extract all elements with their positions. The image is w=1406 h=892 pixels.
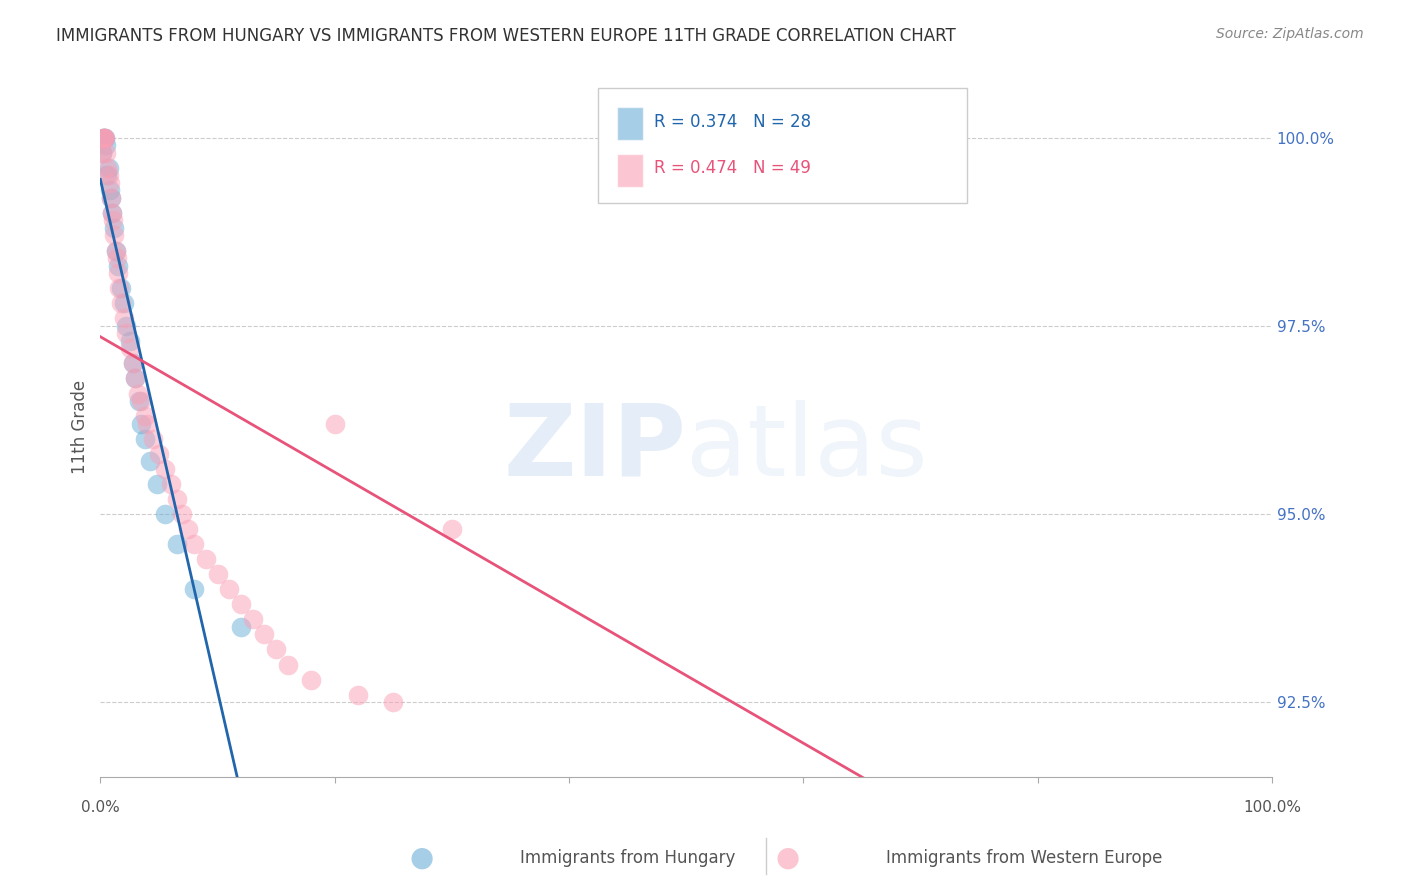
Point xyxy=(131,417,153,431)
Point xyxy=(153,462,176,476)
Point xyxy=(242,612,264,626)
Text: 100.0%: 100.0% xyxy=(1243,800,1301,815)
Point xyxy=(112,296,135,310)
FancyBboxPatch shape xyxy=(617,153,643,187)
Point xyxy=(323,417,346,431)
Point xyxy=(90,145,112,160)
Point xyxy=(110,296,132,310)
Point xyxy=(299,673,322,687)
Point xyxy=(103,221,125,235)
Point xyxy=(183,582,205,597)
Point xyxy=(194,552,217,566)
Point xyxy=(347,688,370,702)
Point xyxy=(277,657,299,672)
Point xyxy=(94,130,117,145)
Point xyxy=(264,642,287,657)
Text: R = 0.374   N = 28: R = 0.374 N = 28 xyxy=(655,112,811,130)
FancyBboxPatch shape xyxy=(617,107,643,140)
Text: atlas: atlas xyxy=(686,400,928,497)
Point xyxy=(96,145,118,160)
Point xyxy=(166,491,188,506)
Point xyxy=(100,191,122,205)
Point xyxy=(98,183,121,197)
Point xyxy=(94,130,117,145)
Point xyxy=(93,130,115,145)
Text: Immigrants from Western Europe: Immigrants from Western Europe xyxy=(886,849,1163,867)
Text: Immigrants from Hungary: Immigrants from Hungary xyxy=(520,849,735,867)
Point xyxy=(134,432,156,446)
Point xyxy=(91,130,114,145)
Point xyxy=(134,409,156,424)
Point xyxy=(142,432,165,446)
Text: IMMIGRANTS FROM HUNGARY VS IMMIGRANTS FROM WESTERN EUROPE 11TH GRADE CORRELATION: IMMIGRANTS FROM HUNGARY VS IMMIGRANTS FR… xyxy=(56,27,956,45)
Point xyxy=(183,537,205,551)
Point xyxy=(153,507,176,521)
Point xyxy=(100,191,122,205)
Point xyxy=(96,161,118,175)
Point xyxy=(107,266,129,280)
Point xyxy=(96,138,118,153)
Point xyxy=(103,213,125,227)
Point xyxy=(131,394,153,409)
Point xyxy=(104,244,127,258)
Text: ●: ● xyxy=(409,844,434,872)
Point xyxy=(127,386,149,401)
Point xyxy=(101,206,124,220)
Point xyxy=(159,476,181,491)
Point xyxy=(115,318,138,333)
Point xyxy=(138,454,160,468)
Point xyxy=(97,161,120,175)
Point xyxy=(253,627,276,641)
Point xyxy=(96,169,118,183)
Point xyxy=(97,169,120,183)
Point xyxy=(98,176,121,190)
Point xyxy=(110,281,132,295)
Point xyxy=(172,507,194,521)
Text: 0.0%: 0.0% xyxy=(82,800,120,815)
Y-axis label: 11th Grade: 11th Grade xyxy=(72,380,89,475)
Point xyxy=(229,620,252,634)
Point xyxy=(177,522,200,536)
Point xyxy=(122,356,145,370)
Point xyxy=(108,281,131,295)
Point xyxy=(93,130,115,145)
Point xyxy=(93,130,115,145)
Point xyxy=(112,311,135,326)
Point xyxy=(122,356,145,370)
Text: ●: ● xyxy=(775,844,800,872)
Point xyxy=(103,228,125,243)
Point xyxy=(229,597,252,611)
Point xyxy=(166,537,188,551)
Point xyxy=(148,447,170,461)
Point xyxy=(90,145,112,160)
Point xyxy=(440,522,463,536)
Point xyxy=(124,371,146,385)
Point xyxy=(104,244,127,258)
Point xyxy=(118,342,141,356)
Point xyxy=(218,582,240,597)
Point xyxy=(136,417,159,431)
Point xyxy=(128,394,150,409)
Text: R = 0.474   N = 49: R = 0.474 N = 49 xyxy=(655,160,811,178)
Point xyxy=(792,130,814,145)
FancyBboxPatch shape xyxy=(599,88,967,203)
Point xyxy=(207,567,229,582)
Point xyxy=(118,334,141,348)
Point xyxy=(91,130,114,145)
Text: ZIP: ZIP xyxy=(503,400,686,497)
Point xyxy=(105,251,128,265)
Point xyxy=(124,371,146,385)
Point xyxy=(107,259,129,273)
Point xyxy=(382,695,405,709)
Point xyxy=(145,476,167,491)
Text: Source: ZipAtlas.com: Source: ZipAtlas.com xyxy=(1216,27,1364,41)
Point xyxy=(101,206,124,220)
Point xyxy=(115,326,138,341)
